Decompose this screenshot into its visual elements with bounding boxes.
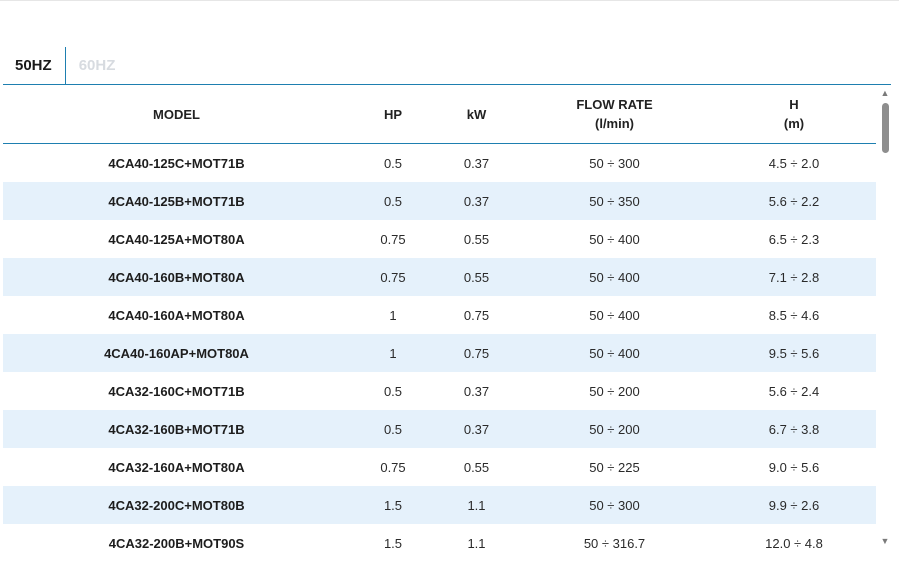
table-row: 4CA40-125C+MOT71B 0.5 0.37 50 ÷ 300 4.5 ÷ 2.… <box>3 144 876 183</box>
cell-hp: 0.5 <box>350 182 436 220</box>
cell-h: 9.9 ÷ 2.6 <box>712 486 876 524</box>
cell-kw: 0.55 <box>463 231 490 247</box>
table-row: 4CA32-160B+MOT71B 0.5 0.37 50 ÷ 200 6.7 ÷ 3.… <box>3 410 876 448</box>
cell-kw: 0.37 <box>436 182 517 220</box>
tab-60hz[interactable]: 60HZ <box>78 57 116 74</box>
header-model: MODEL <box>3 85 350 144</box>
cell-model: 4CA40-160B+MOT80A <box>3 258 350 296</box>
cell-model: 4CA40-160AP+MOT80A <box>3 334 350 372</box>
header-h: H (m) <box>712 85 876 144</box>
header-flow-rate-title: FLOW RATE <box>576 97 653 112</box>
tab-50hz[interactable]: 50HZ <box>3 47 66 84</box>
cell-hp: 1.5 <box>383 535 403 550</box>
header-flow-rate-unit: (l/min) <box>595 116 634 131</box>
cell-hp: 0.5 <box>383 155 403 171</box>
cell-h: 6.5 ÷ 2.3 <box>768 231 820 247</box>
cell-flow-rate: 50 ÷ 400 <box>517 258 712 296</box>
cell-flow-rate: 50 ÷ 200 <box>517 410 712 448</box>
cell-flow-rate: 50 ÷ 350 <box>517 182 712 220</box>
cell-hp: 0.75 <box>350 258 436 296</box>
cell-h: 5.6 ÷ 2.2 <box>712 182 876 220</box>
cell-kw: 0.37 <box>463 383 490 399</box>
cell-model: 4CA40-125C+MOT71B <box>108 155 245 171</box>
cell-kw: 1.1 <box>436 486 517 524</box>
cell-model: 4CA32-160C+MOT71B <box>108 383 245 399</box>
scroll-up-arrow-icon[interactable]: ▲ <box>880 88 890 98</box>
cell-h: 4.5 ÷ 2.0 <box>768 155 820 171</box>
cell-hp: 1.5 <box>350 486 436 524</box>
table-row: 4CA32-160C+MOT71B 0.5 0.37 50 ÷ 200 5.6 ÷ 2.… <box>3 372 876 410</box>
scrollbar-thumb[interactable] <box>882 103 889 153</box>
cell-flow-rate: 50 ÷ 400 <box>589 307 640 323</box>
models-table-container: MODEL HP kW FLOW RATE (l/min) H (m) 4CA4… <box>3 84 891 549</box>
cell-kw: 0.75 <box>463 307 490 323</box>
models-table: MODEL HP kW FLOW RATE (l/min) H (m) 4CA4… <box>3 85 876 549</box>
table-row: 4CA40-160B+MOT80A 0.75 0.55 50 ÷ 400 7.1 ÷ 2… <box>3 258 876 296</box>
cell-h: 9.5 ÷ 5.6 <box>712 334 876 372</box>
cell-model: 4CA32-200B+MOT90S <box>108 535 245 550</box>
header-flow-rate: FLOW RATE (l/min) <box>517 85 712 144</box>
cell-flow-rate: 50 ÷ 225 <box>589 459 640 475</box>
cell-flow-rate: 50 ÷ 200 <box>589 383 640 399</box>
cell-model: 4CA40-125B+MOT71B <box>3 182 350 220</box>
cell-hp: 1 <box>350 334 436 372</box>
cell-hp: 0.5 <box>350 410 436 448</box>
cell-model: 4CA32-200C+MOT80B <box>3 486 350 524</box>
vertical-scrollbar[interactable]: ▲ ▼ <box>879 85 891 549</box>
cell-kw: 0.55 <box>436 258 517 296</box>
cell-model: 4CA32-160B+MOT71B <box>3 410 350 448</box>
header-kw: kW <box>436 85 517 144</box>
table-row: 4CA32-160A+MOT80A 0.75 0.55 50 ÷ 225 9.0 ÷ 5… <box>3 448 876 486</box>
header-h-unit: (m) <box>783 116 805 131</box>
cell-flow-rate: 50 ÷ 400 <box>589 231 640 247</box>
cell-flow-rate: 50 ÷ 300 <box>589 155 640 171</box>
cell-h: 8.5 ÷ 4.6 <box>768 307 820 323</box>
table-row: 4CA32-200B+MOT90S 1.5 1.1 50 ÷ 316.7 12.0 ÷ … <box>3 524 876 550</box>
cell-kw: 0.37 <box>436 410 517 448</box>
cell-h: 6.7 ÷ 3.8 <box>712 410 876 448</box>
cell-model: 4CA32-160A+MOT80A <box>108 459 245 475</box>
table-row: 4CA40-125A+MOT80A 0.75 0.55 50 ÷ 400 6.5 ÷ 2… <box>3 220 876 258</box>
table-row: 4CA32-200C+MOT80B 1.5 1.1 50 ÷ 300 9.9 ÷ 2.6 <box>3 486 876 524</box>
table-body: 4CA40-125C+MOT71B 0.5 0.37 50 ÷ 300 4.5 ÷ 2.… <box>3 144 876 550</box>
cell-kw: 0.37 <box>463 155 490 171</box>
cell-kw: 1.1 <box>467 535 486 550</box>
cell-h: 12.0 ÷ 4.8 <box>765 535 823 550</box>
cell-hp: 0.75 <box>380 459 406 475</box>
table-scroll-area[interactable]: MODEL HP kW FLOW RATE (l/min) H (m) 4CA4… <box>3 85 876 549</box>
table-header-row: MODEL HP kW FLOW RATE (l/min) H (m) <box>3 85 876 144</box>
scroll-down-arrow-icon[interactable]: ▼ <box>880 536 890 546</box>
header-h-title: H <box>789 97 799 112</box>
cell-flow-rate: 50 ÷ 316.7 <box>583 535 646 550</box>
table-row: 4CA40-160AP+MOT80A 1 0.75 50 ÷ 400 9.5 ÷ 5.6 <box>3 334 876 372</box>
cell-model: 4CA40-125A+MOT80A <box>108 231 245 247</box>
frequency-tabs: 50HZ 60HZ <box>3 47 129 84</box>
top-divider <box>0 0 899 1</box>
cell-h: 5.6 ÷ 2.4 <box>768 383 820 399</box>
table-row: 4CA40-125B+MOT71B 0.5 0.37 50 ÷ 350 5.6 ÷ 2.… <box>3 182 876 220</box>
cell-flow-rate: 50 ÷ 300 <box>517 486 712 524</box>
cell-h: 7.1 ÷ 2.8 <box>712 258 876 296</box>
cell-kw: 0.75 <box>436 334 517 372</box>
cell-hp: 1 <box>389 307 397 323</box>
table-row: 4CA40-160A+MOT80A 1 0.75 50 ÷ 400 8.5 ÷ 4.6 <box>3 296 876 334</box>
cell-hp: 0.75 <box>380 231 406 247</box>
cell-kw: 0.55 <box>463 459 490 475</box>
cell-h: 9.0 ÷ 5.6 <box>768 459 820 475</box>
cell-hp: 0.5 <box>383 383 403 399</box>
cell-model: 4CA40-160A+MOT80A <box>108 307 245 323</box>
cell-flow-rate: 50 ÷ 400 <box>517 334 712 372</box>
header-hp: HP <box>350 85 436 144</box>
